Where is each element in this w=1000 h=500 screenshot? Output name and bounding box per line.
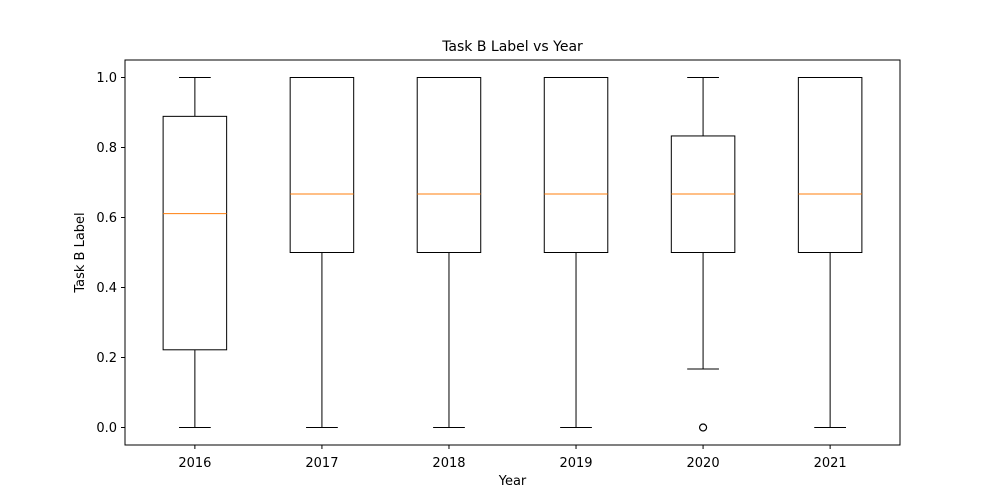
y-tick-label: 0.0 [96, 421, 117, 436]
y-axis-label: Task B Label [73, 212, 88, 293]
plot-area [124, 59, 901, 446]
box [543, 77, 609, 253]
outlier-point [698, 423, 708, 432]
y-tick-label: 0.4 [96, 281, 117, 296]
chart-title: Task B Label vs Year [441, 39, 583, 55]
y-tick-label: 0.8 [96, 141, 117, 156]
x-tick-label: 2020 [687, 456, 720, 471]
y-tick-label: 1.0 [96, 71, 117, 86]
x-tick-label: 2021 [814, 456, 847, 471]
boxes-group [162, 77, 863, 432]
x-tick-label: 2017 [305, 456, 338, 471]
x-tick-label: 2016 [178, 456, 211, 471]
x-tick-label: 2018 [432, 456, 465, 471]
x-axis: 2016 2017 2018 2019 2020 2021 [178, 445, 847, 471]
x-axis-label: Year [498, 474, 527, 489]
box [289, 77, 355, 253]
y-tick-label: 0.6 [96, 211, 117, 226]
box [797, 77, 863, 253]
y-axis: 0.0 0.2 0.4 0.6 0.8 1.0 [96, 71, 125, 436]
box [162, 115, 228, 351]
y-tick-label: 0.2 [96, 351, 117, 366]
x-tick-label: 2019 [559, 456, 592, 471]
box [416, 77, 482, 253]
